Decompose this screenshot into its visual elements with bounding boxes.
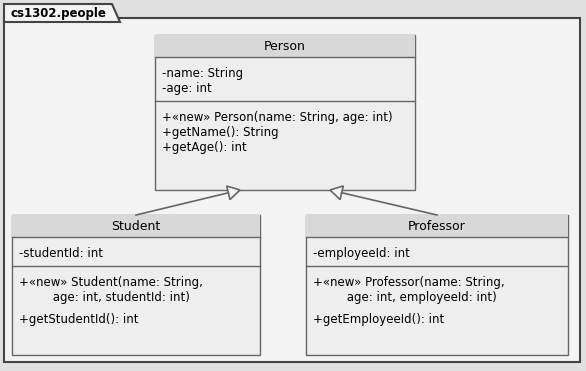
- Text: Student: Student: [111, 220, 161, 233]
- Text: -studentId: int: -studentId: int: [19, 247, 103, 260]
- Bar: [155, 35, 415, 190]
- Bar: [306, 215, 568, 237]
- Text: age: int, employeeId: int): age: int, employeeId: int): [313, 291, 497, 304]
- Text: Person: Person: [264, 39, 306, 53]
- Text: age: int, studentId: int): age: int, studentId: int): [19, 291, 190, 304]
- Bar: [306, 215, 568, 355]
- Text: -employeeId: int: -employeeId: int: [313, 247, 410, 260]
- Text: +«new» Person(name: String, age: int): +«new» Person(name: String, age: int): [162, 111, 393, 124]
- Polygon shape: [330, 186, 343, 200]
- Text: +getEmployeeId(): int: +getEmployeeId(): int: [313, 313, 444, 326]
- Bar: [12, 215, 260, 237]
- Polygon shape: [227, 186, 240, 200]
- Text: +«new» Student(name: String,: +«new» Student(name: String,: [19, 276, 203, 289]
- Text: +«new» Professor(name: String,: +«new» Professor(name: String,: [313, 276, 505, 289]
- Bar: [12, 215, 260, 355]
- Polygon shape: [4, 4, 120, 22]
- Text: +getStudentId(): int: +getStudentId(): int: [19, 313, 138, 326]
- Text: -name: String: -name: String: [162, 67, 243, 80]
- Bar: [155, 35, 415, 57]
- Text: cs1302.people: cs1302.people: [10, 7, 106, 20]
- Text: -age: int: -age: int: [162, 82, 212, 95]
- Text: +getName(): String: +getName(): String: [162, 126, 278, 139]
- Text: Professor: Professor: [408, 220, 466, 233]
- Text: +getAge(): int: +getAge(): int: [162, 141, 247, 154]
